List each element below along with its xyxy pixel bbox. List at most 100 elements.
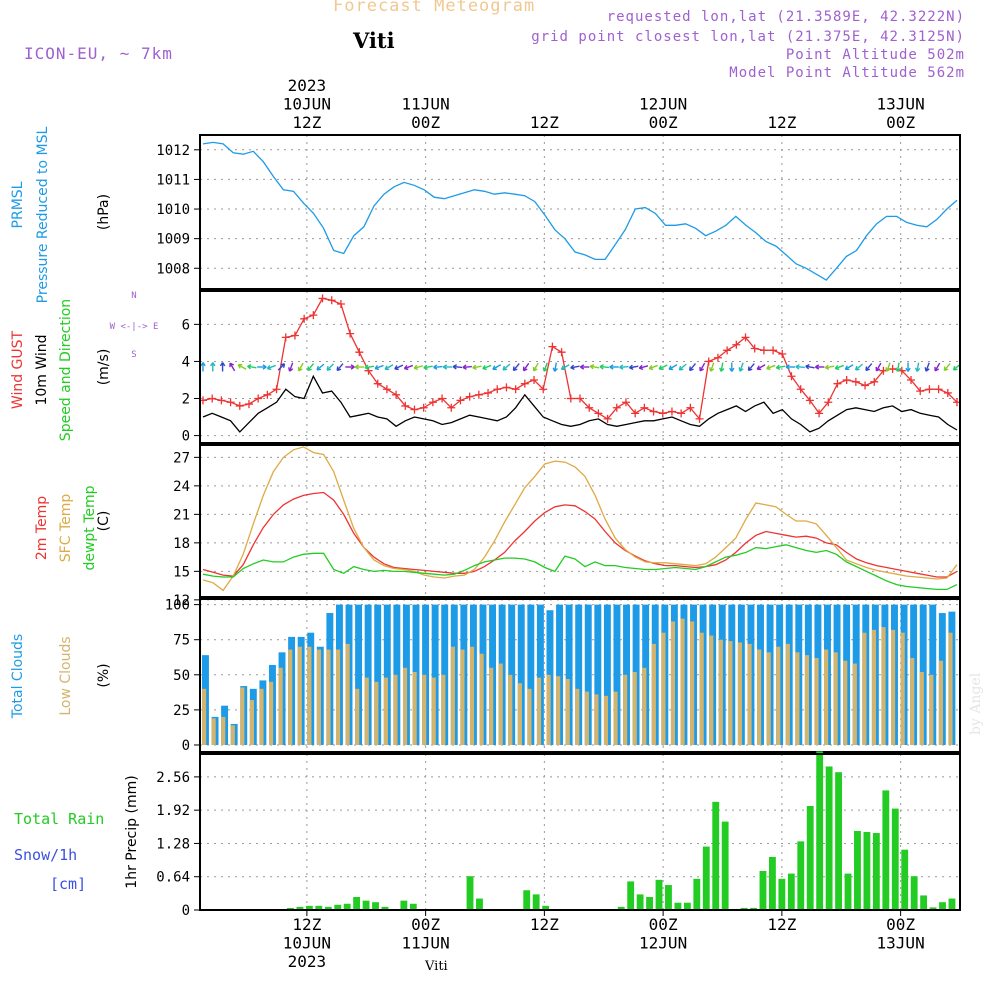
top-time-label: 12Z (292, 113, 321, 132)
wind-direction-arrow (709, 362, 715, 372)
ytick-label: 0 (182, 738, 190, 754)
low-clouds-bar (202, 688, 207, 745)
wind-direction-arrow (766, 364, 776, 371)
total-rain-bar (674, 902, 682, 910)
ytick-label: 1009 (156, 232, 190, 248)
station-name: Viti (353, 28, 395, 53)
total-clouds-bar (556, 604, 564, 745)
total-rain-bar (287, 907, 294, 910)
low-clouds-bar (910, 657, 915, 745)
gust-marker (704, 357, 713, 366)
gust-marker (392, 390, 401, 399)
panel-precip: 0 0.64 1.28 1.92 2.56 1hr Precip (mm) Total Ra… (14, 751, 961, 919)
low-clouds-bar (536, 677, 542, 745)
low-clouds-bar (383, 677, 388, 745)
total-rain-bar (712, 801, 720, 910)
total-rain-bar (353, 897, 361, 910)
total-rain-bar (778, 878, 786, 910)
gust-marker (741, 333, 750, 342)
y-unit-label: (hPa) (96, 194, 112, 230)
total-rain-bar (409, 903, 417, 910)
low-clouds-bar (594, 694, 599, 745)
ytick-label: 21 (173, 507, 190, 523)
total-rain-bar (617, 906, 625, 910)
top-time-label: 12Z (530, 113, 559, 132)
y-unit-label: (C) (96, 511, 112, 532)
wind-direction-arrow (354, 364, 365, 370)
wind-direction-arrow (394, 364, 404, 371)
low-clouds-bar (546, 674, 551, 745)
ytick-label: 12 (173, 593, 190, 609)
gust-marker (493, 385, 502, 394)
panel-wind: 0 2 4 6 (m/s) Wind GUST 10m Wind Speed and Dire… (10, 290, 961, 445)
bottom-time-label: 00Z (649, 915, 678, 934)
ytick-label: 25 (173, 703, 190, 719)
gust-marker (870, 377, 879, 386)
bottom-station-label: Viti (425, 959, 448, 974)
total-rain-bar (665, 885, 672, 910)
panel-frame (199, 134, 961, 290)
total-rain-bar (693, 878, 701, 910)
total-rain-bar (948, 898, 956, 910)
total-rain-bar (882, 790, 890, 910)
gust-marker (640, 403, 649, 412)
gust-marker (787, 372, 796, 381)
wind-direction-arrow (599, 364, 610, 370)
total-rain-bar (769, 856, 776, 910)
low-clouds-bar (613, 691, 618, 745)
low-clouds-bar (393, 674, 398, 745)
total-rain-bar (636, 894, 644, 910)
total-clouds-bar (594, 604, 602, 745)
gust-marker (456, 396, 465, 405)
gust-marker (484, 388, 493, 397)
wind-direction-arrow (815, 364, 825, 370)
temp-sfc-label: SFC Temp (58, 494, 74, 563)
gust-marker (530, 375, 539, 384)
temp-dewpt-label: dewpt Temp (82, 485, 98, 570)
gust-marker (686, 403, 695, 412)
total-clouds-label: Total Clouds (10, 634, 26, 719)
top-time-label: 2023 (288, 76, 327, 95)
bottom-time-label: 10JUN (283, 934, 331, 953)
wind-direction-arrow (316, 363, 325, 371)
gust-marker (355, 348, 364, 357)
gust-marker (382, 385, 391, 394)
total-rain-bar (844, 873, 852, 910)
wind-direction-arrow (865, 363, 873, 372)
dewpt-temp-line (202, 544, 958, 591)
low-clouds-bar (450, 646, 455, 745)
total-rain-bar (334, 904, 342, 910)
wind-direction-arrow (237, 363, 247, 370)
low-clouds-bar (211, 718, 216, 745)
wind-direction-arrow (795, 364, 805, 370)
panel-temperature: 12 15 18 21 24 27 (C) 2m Temp SFC Temp dewpt Temp (34, 444, 961, 609)
low-clouds-bar (804, 655, 810, 745)
total-rain-bar (863, 832, 871, 910)
total-rain-bar (854, 830, 861, 910)
wind-direction-arrow (210, 362, 216, 372)
gust-marker (410, 405, 419, 414)
requested-location: requested lon,lat (21.3589E, 42.3222N) (606, 9, 965, 25)
ytick-label: 50 (173, 668, 190, 684)
gust-marker (897, 366, 906, 375)
wind-direction-arrow (403, 364, 414, 371)
ytick-label: 0 (182, 903, 190, 919)
total-rain-bar (362, 900, 370, 910)
ytick-label: 4 (182, 354, 190, 370)
grid-point-location: grid point closest lon,lat (21.375E, 42.… (531, 29, 965, 45)
gust-marker (778, 350, 787, 359)
gust-marker (438, 394, 447, 403)
model-label: ICON-EU, ~ 7km (24, 44, 173, 63)
low-clouds-bar (661, 632, 666, 745)
gust-marker (520, 379, 529, 388)
total-rain-bar (835, 772, 842, 910)
wind-direction-arrow (336, 363, 344, 372)
low-clouds-bar (881, 627, 886, 745)
low-clouds-bar (776, 646, 781, 745)
gust-marker (281, 333, 290, 342)
total-rain-bar (315, 905, 323, 910)
total-rain-label: Total Rain (14, 810, 104, 828)
low-clouds-bar (278, 667, 283, 745)
gust-marker (805, 396, 814, 405)
